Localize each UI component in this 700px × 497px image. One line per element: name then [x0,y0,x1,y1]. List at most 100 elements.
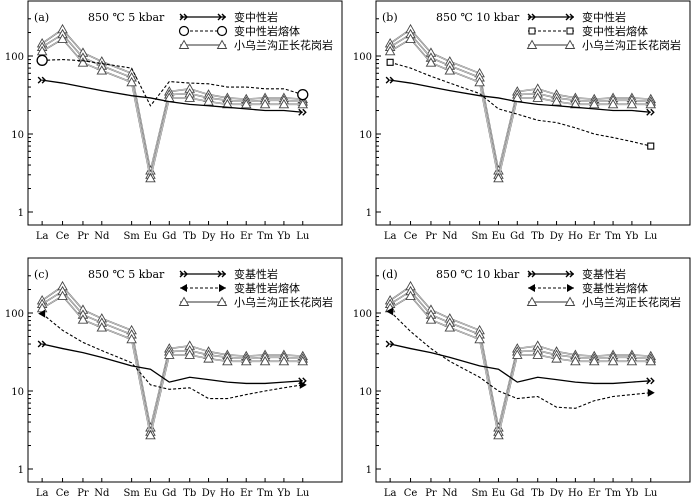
melt-arrow-point [299,380,307,389]
plot-frame [27,0,343,226]
granite-triangle-point [145,429,156,440]
granite-triangle-point [184,92,195,102]
legend-label: 变中性岩熔体 [582,24,648,38]
series-end-marker [217,13,226,21]
legend-label: 变基性岩熔体 [582,281,648,295]
melt-line [389,310,651,409]
granite-line [41,295,303,436]
plot-frame [27,257,343,483]
melt-circle-point [297,88,309,101]
granite-triangle-point [405,290,416,300]
rock-line [389,343,651,385]
y-tick-label: 10 [11,130,24,141]
y-tick-label: 10 [359,130,372,141]
granite-triangle-point [551,96,562,106]
x-tick-label: Nd [94,231,110,242]
granite-triangle-point [203,96,214,106]
x-tick-label: Gd [162,231,177,242]
x-tick-label: Gd [510,488,525,497]
granite-triangle-point [278,355,290,366]
legend-triangle-icon [564,39,576,49]
granite-line [41,38,303,179]
granite-triangle-point [570,355,581,366]
granite-triangle-point [588,98,600,109]
granite-triangle-point [512,349,523,359]
x-tick-label: Yb [276,488,290,497]
granite-triangle-point [297,98,309,109]
x-tick-label: Tb [183,488,196,497]
panel-label: (b) [382,11,398,24]
series-end-marker [37,340,47,348]
y-tick-label: 1 [366,465,372,476]
legend-triangle-icon [216,296,228,306]
melt-square-point [647,142,655,150]
granite-triangle-point [425,57,437,67]
x-tick-label: Yb [624,231,638,242]
series-end-marker [37,76,47,84]
y-tick-label: 100 [5,52,24,63]
series-end-marker [565,270,574,278]
legend-square-icon [528,27,536,35]
y-tick-label: 10 [359,387,372,398]
x-tick-label: Nd [442,488,458,497]
x-tick-label: Ho [568,488,583,497]
granite-triangle-point [96,65,108,75]
y-tick-label: 1 [18,208,24,219]
x-tick-label: Sm [471,488,488,497]
granite-triangle-point [551,353,562,363]
x-tick-label: Tm [257,231,274,242]
granite-triangle-point [203,353,214,363]
legend-arrow-icon [219,284,226,292]
legend-label: 变中性岩 [234,10,278,24]
series-end-marker [646,377,655,385]
granite-triangle-point [645,355,657,366]
y-tick-label: 1 [18,465,24,476]
panel-condition: 850 ℃ 5 kbar [88,11,165,24]
series-end-marker [385,76,395,84]
y-tick-label: 100 [353,52,372,63]
series-end-marker [179,270,188,278]
granite-triangle-point [57,290,68,300]
panel-a: 1 10 100 La Ce Pr Nd Sm Eu Gd Tb Dy Ho Er Tm Yb Lu (a) 850… [5,0,343,242]
plot-frame [375,257,691,483]
series-end-marker [527,13,536,21]
melt-arrow-point [386,307,394,316]
legend-circle-icon [216,25,228,37]
granite-line [389,38,651,179]
legend-label: 小乌兰沟正长花岗岩 [234,38,333,52]
granite-triangle-point [259,98,271,109]
x-tick-label: Ho [568,231,583,242]
granite-triangle-point [474,76,485,87]
granite-triangle-point [645,98,657,109]
x-tick-label: Lu [644,231,658,242]
x-tick-label: Yb [624,488,638,497]
x-tick-label: Tm [605,488,622,497]
granite-triangle-point [222,355,233,366]
legend-label: 变中性岩熔体 [234,24,300,38]
x-tick-label: Nd [94,488,110,497]
x-tick-label: Tb [531,231,544,242]
x-tick-label: Tm [257,488,274,497]
series-end-marker [565,13,574,21]
granite-triangle-point [493,429,504,440]
legend-label: 变基性岩熔体 [234,281,300,295]
x-tick-label: Sm [123,488,140,497]
y-tick-label: 100 [353,309,372,320]
series-end-marker [527,270,536,278]
granite-triangle-point [240,355,252,366]
legend-arrow-icon [180,284,187,292]
granite-triangle-point [444,65,456,75]
x-tick-label: Tb [531,488,544,497]
series-end-marker [646,108,655,116]
x-tick-label: La [36,488,49,497]
legend-label: 小乌兰沟正长花岗岩 [234,295,333,309]
x-tick-label: Pr [77,231,89,242]
x-tick-label: Lu [644,488,658,497]
legend-label: 变基性岩 [234,267,278,281]
granite-triangle-point [96,322,108,332]
granite-triangle-point [77,314,89,324]
x-tick-label: Pr [425,231,437,242]
panel-b: 1 10 100 La Ce Pr Nd Sm Eu Gd Tb Dy Ho Er Tm Yb Lu (b) 850… [353,0,691,242]
plot-frame [375,0,691,226]
x-tick-label: Dy [202,231,216,242]
